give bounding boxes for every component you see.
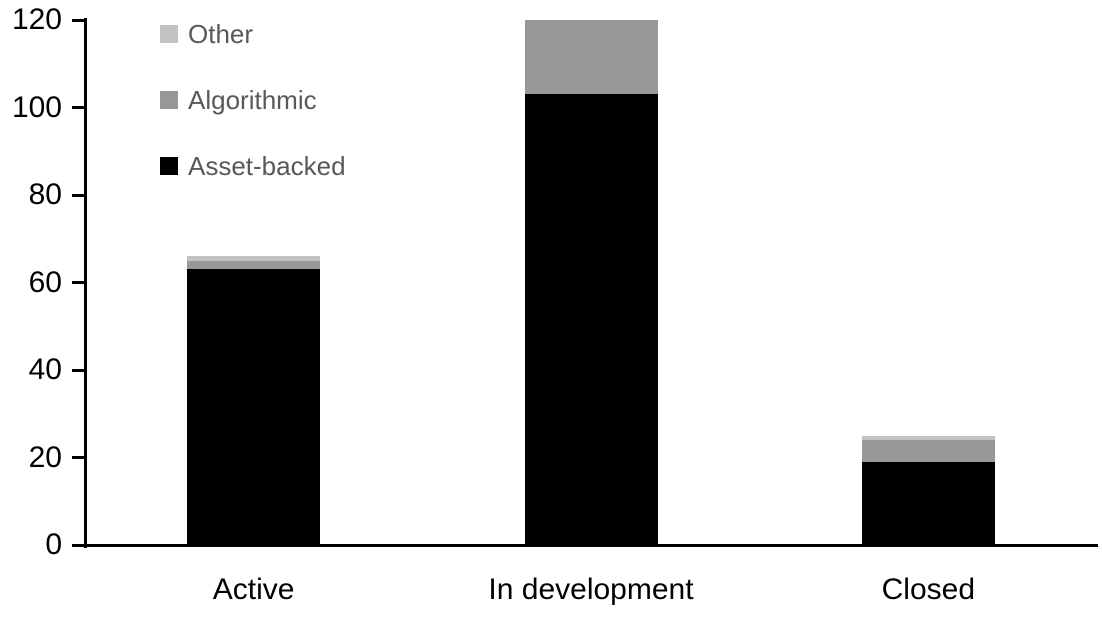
y-tick-mark [72, 106, 85, 109]
y-axis-line [84, 18, 87, 548]
bar-segment-asset-backed-active [187, 269, 321, 545]
y-tick-label: 100 [11, 90, 62, 124]
y-tick-mark [72, 193, 85, 197]
x-category-label: Active [212, 573, 295, 606]
y-tick-mark [72, 281, 85, 284]
y-tick-mark [72, 18, 85, 22]
bar-segment-asset-backed-in-development [524, 94, 658, 545]
legend-swatch-icon [160, 91, 178, 109]
legend-label: Asset-backed [188, 151, 346, 181]
y-tick-label: 80 [28, 178, 62, 211]
y-tick-mark [72, 368, 85, 372]
y-tick-mark [72, 543, 85, 547]
legend-label: Algorithmic [188, 85, 317, 115]
y-tick-label: 40 [28, 353, 62, 386]
y-tick-label: 120 [11, 3, 62, 36]
bar-segment-asset-backed-closed [861, 461, 995, 545]
y-tick-label: 0 [45, 528, 62, 561]
bar-segment-algorithmic-active [187, 260, 321, 270]
x-category-label: In development [488, 573, 694, 606]
legend-swatch-icon [160, 25, 178, 43]
legend-item-asset-backed: Asset-backed [160, 153, 346, 179]
bar-segment-other-closed [861, 435, 995, 440]
bar-segment-algorithmic-in-development [524, 20, 658, 95]
bar-segment-other-active [187, 256, 321, 261]
legend-swatch-icon [160, 157, 178, 175]
x-category-label: Closed [881, 573, 976, 606]
y-tick-label: 60 [28, 265, 62, 299]
legend-label: Other [188, 19, 254, 49]
y-tick-label: 20 [28, 440, 62, 474]
legend-item-algorithmic: Algorithmic [160, 87, 346, 113]
x-axis-line [84, 544, 1098, 547]
chart-legend: Other Algorithmic Asset-backed [160, 21, 346, 223]
bar-segment-algorithmic-closed [861, 440, 995, 462]
legend-item-other: Other [160, 21, 346, 47]
y-tick-mark [72, 456, 85, 459]
